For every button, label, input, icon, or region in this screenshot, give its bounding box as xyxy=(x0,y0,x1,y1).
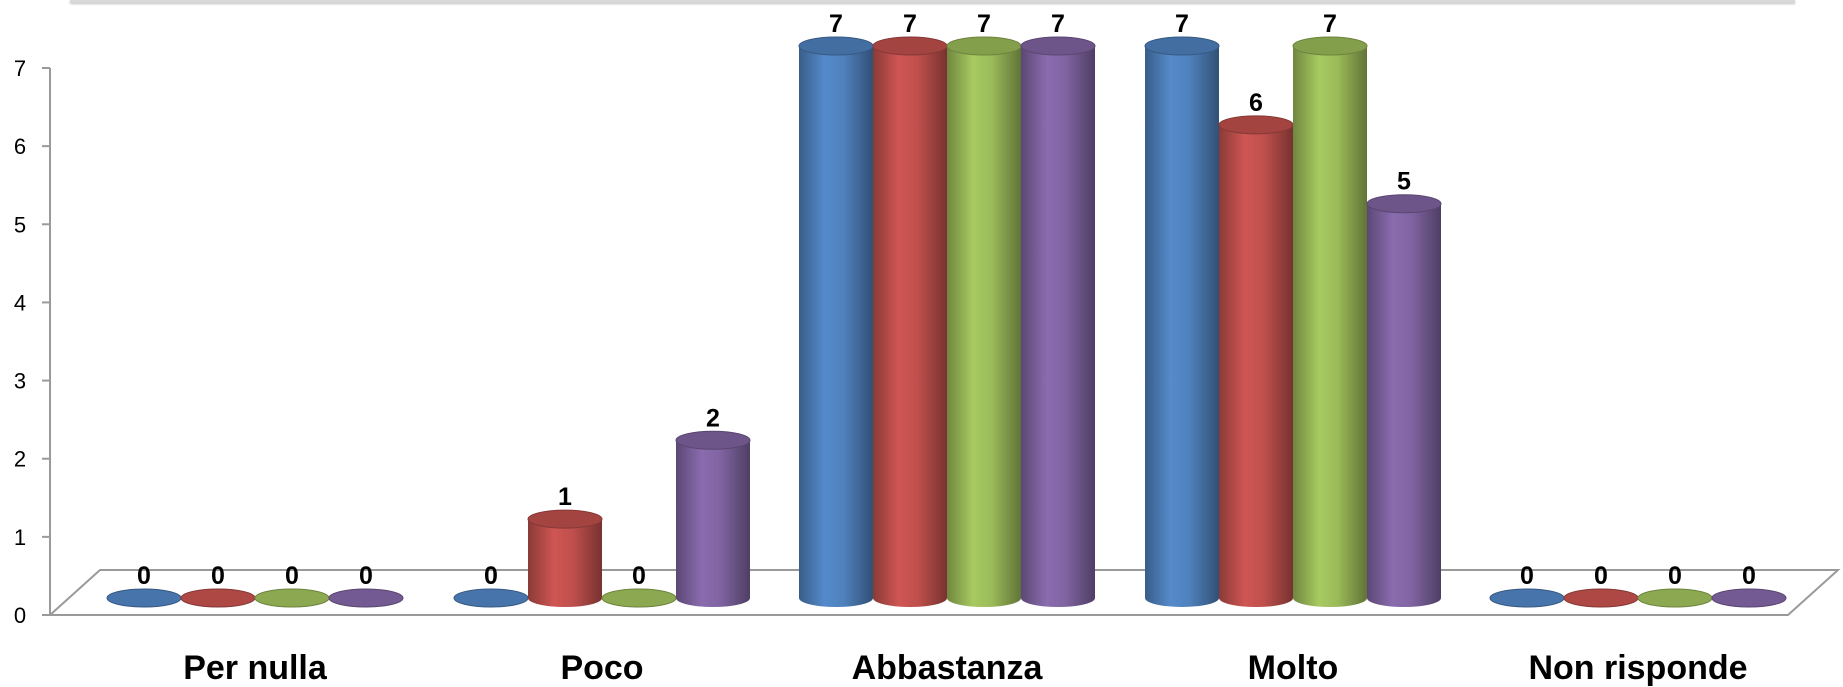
category-label: Poco xyxy=(560,649,643,687)
bar-body xyxy=(799,46,873,607)
bar xyxy=(106,588,182,608)
y-tick-label: 0 xyxy=(14,603,26,628)
bar-cap xyxy=(254,588,330,608)
bar-body xyxy=(528,519,602,607)
data-label: 7 xyxy=(1175,10,1189,38)
data-label: 0 xyxy=(285,562,299,590)
bar-body xyxy=(873,46,947,607)
bar-cap xyxy=(453,588,529,608)
bar xyxy=(1563,588,1639,608)
bar xyxy=(798,36,874,607)
bar-cap xyxy=(180,588,256,608)
data-label: 6 xyxy=(1249,89,1263,117)
y-tick-label: 6 xyxy=(14,134,26,159)
bar xyxy=(1144,36,1220,607)
data-label: 0 xyxy=(1668,562,1682,590)
y-tick-label: 2 xyxy=(14,447,26,472)
bar-cap xyxy=(1563,588,1639,608)
data-label: 2 xyxy=(706,404,720,432)
bar-cap xyxy=(946,36,1022,56)
bar-cap xyxy=(675,430,751,450)
bar-cap xyxy=(1292,36,1368,56)
bar xyxy=(254,588,330,608)
bars xyxy=(106,36,1787,608)
category-label: Abbastanza xyxy=(852,649,1044,687)
y-tick-label: 3 xyxy=(14,369,26,394)
bar-body xyxy=(1145,46,1219,607)
bar-cap xyxy=(1711,588,1787,608)
category-label: Molto xyxy=(1248,649,1339,687)
bar xyxy=(328,588,404,608)
bar-body xyxy=(947,46,1021,607)
bar xyxy=(1489,588,1565,608)
bar xyxy=(946,36,1022,607)
bar-cap xyxy=(1144,36,1220,56)
bar xyxy=(1218,115,1294,607)
category-label: Per nulla xyxy=(183,649,328,687)
data-label: 7 xyxy=(903,10,917,38)
bar-body xyxy=(1021,46,1095,607)
bar xyxy=(1637,588,1713,608)
bar xyxy=(1366,194,1442,607)
bar-cap xyxy=(1218,115,1294,135)
bar-cap xyxy=(1366,194,1442,214)
y-tick-label: 7 xyxy=(14,56,26,81)
y-axis-ticks: 0 1 2 3 4 5 6 7 xyxy=(14,56,50,628)
bar xyxy=(872,36,948,607)
data-label: 0 xyxy=(137,562,151,590)
y-tick-label: 4 xyxy=(14,290,26,315)
category-label: Non risponde xyxy=(1528,649,1747,687)
bar-cap xyxy=(601,588,677,608)
data-label: 7 xyxy=(1051,10,1065,38)
data-label: 0 xyxy=(484,562,498,590)
data-label: 0 xyxy=(359,562,373,590)
data-label: 7 xyxy=(977,10,991,38)
bar-cap xyxy=(798,36,874,56)
bar-body xyxy=(1293,46,1367,607)
data-labels: 0 0 0 0 0 1 0 2 7 7 7 7 7 6 7 5 0 0 0 0 xyxy=(137,10,1756,590)
bar-body xyxy=(676,440,750,607)
data-label: 0 xyxy=(211,562,225,590)
bar-cap xyxy=(328,588,404,608)
bar-body xyxy=(1219,124,1293,607)
top-border-strip xyxy=(70,0,1795,3)
bar-cap xyxy=(1020,36,1096,56)
y-tick-label: 5 xyxy=(14,212,26,237)
bar-cap xyxy=(1637,588,1713,608)
bar-cap xyxy=(527,509,603,529)
bar xyxy=(601,588,677,608)
y-tick-label: 1 xyxy=(14,525,26,550)
bar-cap xyxy=(1489,588,1565,608)
bar xyxy=(453,588,529,608)
bar xyxy=(1292,36,1368,607)
bar xyxy=(675,430,751,607)
data-label: 0 xyxy=(1520,562,1534,590)
data-label: 0 xyxy=(1742,562,1756,590)
bar xyxy=(527,509,603,607)
bar xyxy=(1020,36,1096,607)
category-labels: Per nulla Poco Abbastanza Molto Non risponde xyxy=(183,649,1747,687)
data-label: 7 xyxy=(1323,10,1337,38)
bar xyxy=(1711,588,1787,608)
bar-cap xyxy=(106,588,182,608)
data-label: 1 xyxy=(558,483,572,511)
data-label: 0 xyxy=(632,562,646,590)
data-label: 7 xyxy=(829,10,843,38)
bar xyxy=(180,588,256,608)
bar-cap xyxy=(872,36,948,56)
bar-body xyxy=(1367,203,1441,607)
data-label: 5 xyxy=(1397,168,1411,196)
data-label: 0 xyxy=(1594,562,1608,590)
